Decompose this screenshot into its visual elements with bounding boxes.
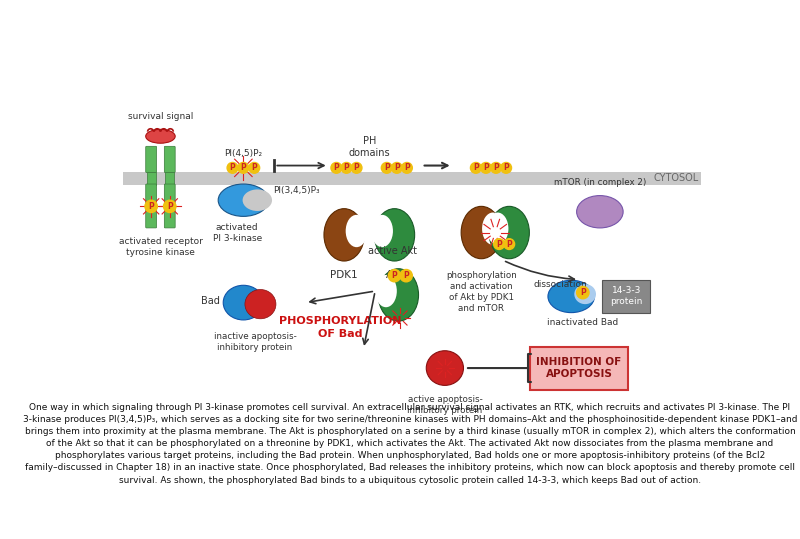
Circle shape bbox=[163, 200, 176, 212]
Ellipse shape bbox=[374, 209, 414, 261]
Bar bbox=[165, 172, 174, 185]
Text: P: P bbox=[496, 240, 502, 248]
Text: Bad: Bad bbox=[202, 296, 220, 306]
Circle shape bbox=[400, 270, 412, 282]
Circle shape bbox=[341, 162, 352, 173]
Text: activated receptor
tyrosine kinase: activated receptor tyrosine kinase bbox=[118, 237, 202, 257]
Text: inactive apoptosis-
inhibitory protein: inactive apoptosis- inhibitory protein bbox=[214, 332, 296, 352]
Text: CYTOSOL: CYTOSOL bbox=[654, 173, 699, 183]
Ellipse shape bbox=[324, 209, 364, 261]
FancyBboxPatch shape bbox=[602, 280, 650, 313]
Ellipse shape bbox=[245, 289, 276, 319]
Text: P: P bbox=[167, 202, 173, 211]
Ellipse shape bbox=[426, 351, 463, 385]
FancyBboxPatch shape bbox=[164, 184, 175, 228]
Text: P: P bbox=[473, 163, 478, 172]
Text: inactivated Bad: inactivated Bad bbox=[547, 318, 618, 327]
Text: phosphorylation
and activation
of Akt by PDK1
and mTOR: phosphorylation and activation of Akt by… bbox=[446, 271, 517, 313]
Text: mTOR (in complex 2): mTOR (in complex 2) bbox=[554, 178, 646, 187]
FancyBboxPatch shape bbox=[146, 146, 157, 172]
Text: PI(4,5)P₂: PI(4,5)P₂ bbox=[224, 149, 262, 158]
Text: P: P bbox=[230, 163, 235, 172]
Circle shape bbox=[249, 162, 260, 173]
Text: P: P bbox=[503, 163, 509, 172]
FancyBboxPatch shape bbox=[146, 184, 157, 228]
Circle shape bbox=[145, 200, 158, 212]
Circle shape bbox=[227, 162, 238, 173]
Circle shape bbox=[481, 162, 491, 173]
Text: active Akt: active Akt bbox=[368, 246, 417, 257]
Text: P: P bbox=[404, 163, 410, 172]
Text: P: P bbox=[493, 163, 499, 172]
Circle shape bbox=[402, 162, 412, 173]
Ellipse shape bbox=[461, 206, 502, 259]
Ellipse shape bbox=[489, 206, 530, 259]
Text: P: P bbox=[506, 240, 512, 248]
Text: active apoptosis-
inhibitory protein: active apoptosis- inhibitory protein bbox=[407, 395, 482, 415]
Ellipse shape bbox=[371, 215, 393, 247]
Circle shape bbox=[490, 162, 502, 173]
Circle shape bbox=[470, 162, 482, 173]
Ellipse shape bbox=[548, 280, 594, 313]
Circle shape bbox=[494, 239, 505, 250]
Ellipse shape bbox=[218, 184, 269, 216]
Text: P: P bbox=[343, 163, 350, 172]
Text: P: P bbox=[354, 163, 359, 172]
Circle shape bbox=[382, 162, 392, 173]
Text: PDK1: PDK1 bbox=[330, 270, 358, 280]
Text: One way in which signaling through PI 3-kinase promotes cell survival. An extrac: One way in which signaling through PI 3-… bbox=[22, 403, 798, 485]
Text: dissociation: dissociation bbox=[534, 280, 588, 289]
Text: P: P bbox=[403, 271, 409, 280]
Ellipse shape bbox=[577, 196, 623, 228]
Circle shape bbox=[388, 270, 401, 282]
Text: P: P bbox=[580, 288, 586, 297]
Ellipse shape bbox=[486, 212, 509, 245]
Text: P: P bbox=[483, 163, 489, 172]
Text: 14-3-3
protein: 14-3-3 protein bbox=[610, 286, 642, 307]
Ellipse shape bbox=[378, 269, 418, 321]
Ellipse shape bbox=[346, 215, 367, 247]
Ellipse shape bbox=[482, 212, 504, 245]
Text: Akt: Akt bbox=[386, 270, 403, 280]
Text: P: P bbox=[334, 163, 339, 172]
Ellipse shape bbox=[146, 129, 175, 143]
Text: P: P bbox=[394, 163, 400, 172]
Text: P: P bbox=[251, 163, 257, 172]
FancyBboxPatch shape bbox=[530, 347, 628, 390]
Ellipse shape bbox=[375, 275, 397, 307]
Bar bbox=[146, 172, 156, 185]
Text: C: C bbox=[344, 270, 345, 271]
Circle shape bbox=[331, 162, 342, 173]
Text: P: P bbox=[148, 202, 154, 211]
Ellipse shape bbox=[223, 285, 263, 320]
Text: INHIBITION OF
APOPTOSIS: INHIBITION OF APOPTOSIS bbox=[536, 357, 622, 379]
Circle shape bbox=[238, 162, 249, 173]
Text: activated
PI 3-kinase: activated PI 3-kinase bbox=[213, 223, 262, 244]
FancyBboxPatch shape bbox=[164, 146, 175, 172]
Bar bbox=[123, 172, 701, 185]
Circle shape bbox=[351, 162, 362, 173]
Text: survival signal: survival signal bbox=[128, 112, 193, 121]
Text: PI(3,4,5)P₃: PI(3,4,5)P₃ bbox=[273, 186, 319, 195]
Circle shape bbox=[501, 162, 511, 173]
Circle shape bbox=[391, 162, 402, 173]
Circle shape bbox=[577, 286, 589, 299]
Text: P: P bbox=[241, 163, 246, 172]
Ellipse shape bbox=[574, 284, 596, 304]
Circle shape bbox=[504, 239, 514, 250]
Ellipse shape bbox=[242, 189, 272, 211]
Text: P: P bbox=[392, 271, 398, 280]
Text: P: P bbox=[384, 163, 390, 172]
Text: PH
domains: PH domains bbox=[349, 136, 390, 158]
Text: PHOSPHORYLATION
OF Bad: PHOSPHORYLATION OF Bad bbox=[279, 316, 402, 339]
